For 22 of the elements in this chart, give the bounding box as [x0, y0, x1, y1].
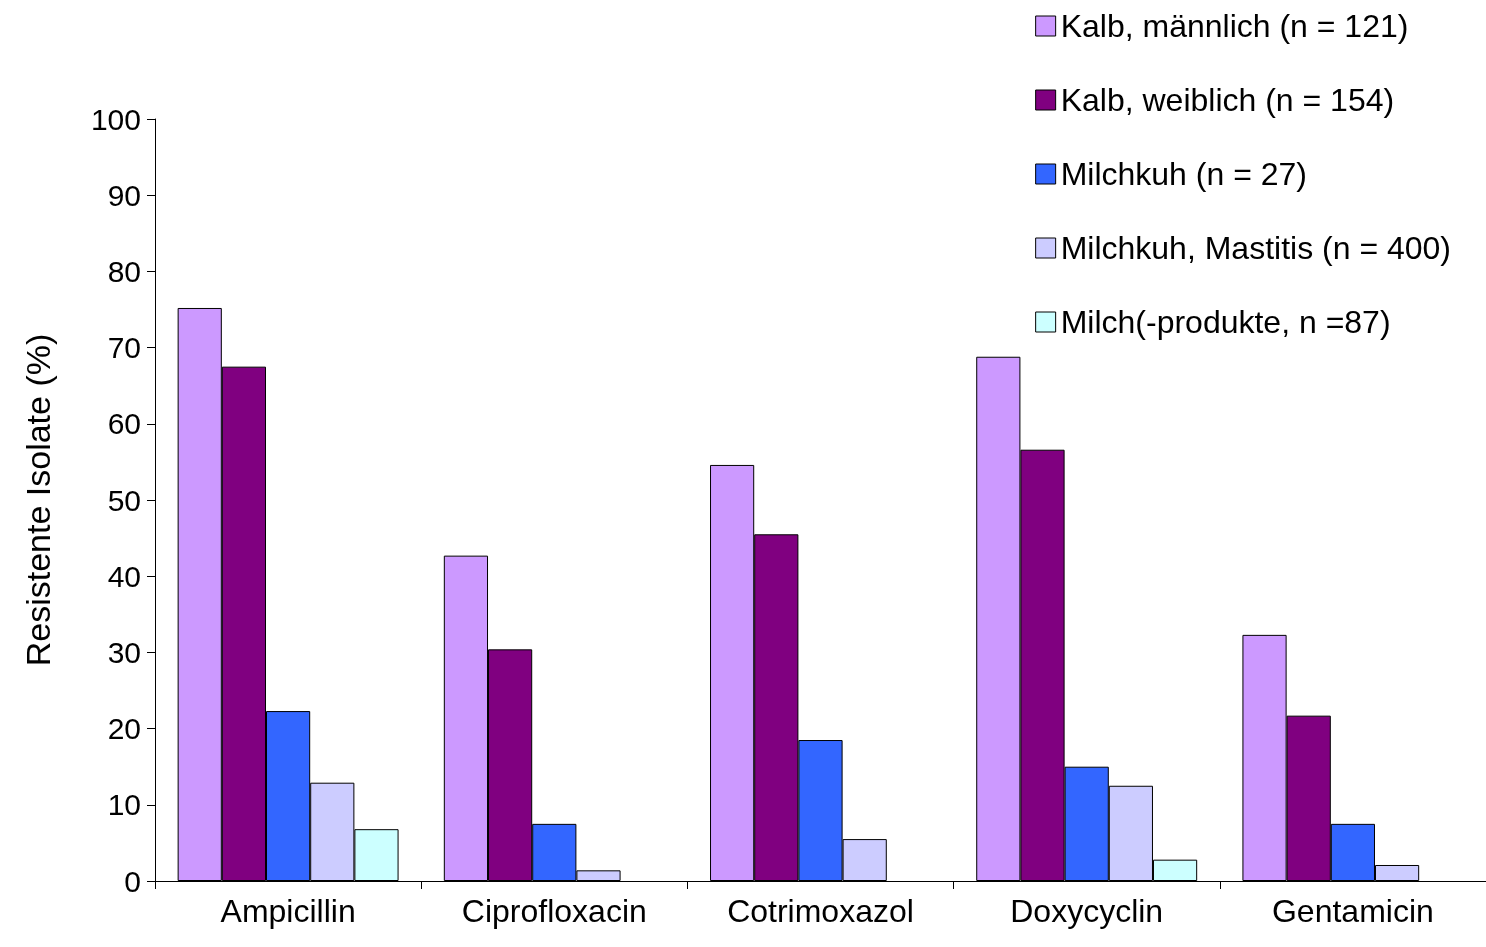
- legend-label: Kalb, männlich (n = 121): [1060, 8, 1409, 44]
- y-tick-label: 30: [107, 635, 141, 669]
- x-tick-label: Gentamicin: [1271, 893, 1434, 929]
- y-tick-label: 90: [107, 178, 141, 212]
- y-tick-label: 100: [90, 102, 141, 136]
- y-tick-label: 50: [107, 483, 141, 517]
- legend-label: Milchkuh (n = 27): [1060, 156, 1307, 192]
- x-tick-label: Ciprofloxacin: [461, 893, 647, 929]
- y-tick-label: 0: [124, 864, 141, 898]
- y-tick-label: 60: [107, 407, 141, 441]
- legend-label: Milch(-produkte, n =87): [1060, 304, 1391, 340]
- y-tick-label: 80: [107, 254, 141, 288]
- y-tick-label: 10: [107, 788, 141, 822]
- y-tick-label: 70: [107, 331, 141, 365]
- legend-label: Milchkuh, Mastitis (n = 400): [1060, 230, 1451, 266]
- y-tick-label: 40: [107, 559, 141, 593]
- y-tick-label: 20: [107, 712, 141, 746]
- x-tick-label: Ampicillin: [220, 893, 356, 929]
- legend-label: Kalb, weiblich (n = 154): [1060, 82, 1395, 118]
- x-tick-label: Doxycyclin: [1010, 893, 1164, 929]
- y-axis-title: Resistente Isolate (%): [19, 333, 57, 667]
- x-tick-label: Cotrimoxazol: [727, 893, 914, 929]
